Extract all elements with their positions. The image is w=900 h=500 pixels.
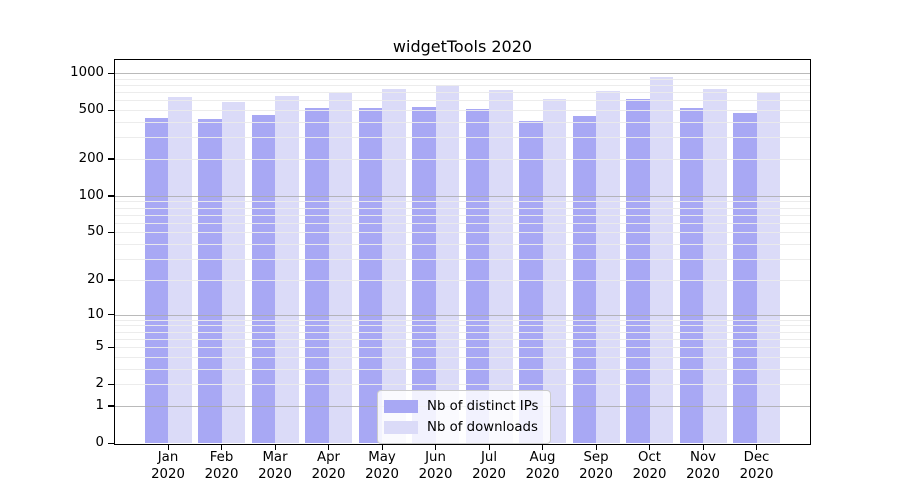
x-tick-label-jun: Jun 2020	[418, 450, 453, 482]
x-tick-label-jan: Jan 2020	[151, 450, 185, 482]
bar-downloads-may	[382, 88, 406, 443]
y-tick-label: 200	[78, 150, 104, 166]
x-tick-label-dec: Dec 2020	[739, 450, 774, 482]
bar-downloads-nov	[703, 88, 727, 443]
bar-downloads-sep	[596, 90, 620, 443]
x-tick-mark	[488, 444, 490, 450]
x-tick-mark	[274, 444, 276, 450]
legend-label-downloads: Nb of downloads	[427, 420, 538, 435]
x-tick-label-jul: Jul 2020	[472, 450, 506, 482]
x-tick-mark	[756, 444, 758, 450]
y-tick-label: 500	[78, 102, 104, 118]
x-tick-label-sep: Sep 2020	[579, 450, 613, 482]
y-tick-mark	[108, 346, 114, 348]
bar-downloads-apr	[328, 93, 352, 443]
x-tick-label-oct: Oct 2020	[632, 450, 667, 482]
y-tick-mark	[108, 442, 114, 444]
x-tick-mark	[381, 444, 383, 450]
y-tick-mark	[108, 231, 114, 234]
bar-distinct-ips-oct	[626, 98, 650, 443]
bar-downloads-jul	[489, 89, 513, 443]
y-tick-label: 100	[78, 187, 104, 203]
x-tick-label-feb: Feb 2020	[204, 450, 239, 482]
x-tick-label-mar: Mar 2020	[258, 450, 292, 482]
plot-area: Nb of distinct IPs Nb of downloads	[114, 59, 811, 445]
bar-distinct-ips-dec	[733, 112, 757, 443]
bar-distinct-ips-aug	[519, 120, 543, 443]
y-tick-mark	[108, 72, 114, 74]
legend-swatch-distinct-ips-icon	[384, 400, 418, 413]
x-tick-mark	[435, 444, 437, 450]
y-tick-label: 1	[95, 397, 104, 413]
bar-distinct-ips-sep	[572, 115, 596, 443]
legend-item-downloads: Nb of downloads	[384, 417, 538, 438]
bars-layer	[115, 60, 810, 444]
bar-downloads-feb	[221, 102, 245, 443]
x-tick-label-nov: Nov 2020	[686, 450, 720, 482]
x-tick-mark	[542, 444, 544, 450]
y-tick-mark	[108, 314, 114, 316]
legend-swatch-downloads-icon	[384, 421, 418, 434]
y-tick-mark	[108, 195, 114, 197]
bar-distinct-ips-may	[358, 108, 382, 443]
bar-downloads-jun	[435, 84, 459, 443]
y-tick-mark	[108, 158, 114, 160]
bar-distinct-ips-mar	[251, 115, 275, 443]
x-tick-label-may: May 2020	[365, 450, 399, 482]
y-tick-label: 1000	[70, 65, 104, 80]
bar-distinct-ips-jun	[412, 107, 436, 443]
x-tick-label-aug: Aug 2020	[525, 450, 560, 482]
legend-label-distinct-ips: Nb of distinct IPs	[427, 399, 539, 414]
x-tick-mark	[702, 444, 704, 450]
x-tick-mark	[328, 444, 330, 450]
bar-downloads-oct	[649, 77, 673, 443]
bar-downloads-dec	[756, 92, 780, 443]
y-tick-label: 2	[95, 376, 104, 392]
bar-distinct-ips-nov	[679, 108, 703, 443]
bar-downloads-mar	[275, 95, 299, 443]
y-tick-label: 10	[87, 306, 104, 322]
y-tick-label: 0	[95, 435, 104, 450]
bar-distinct-ips-jan	[144, 117, 168, 443]
legend-item-distinct-ips: Nb of distinct IPs	[384, 396, 538, 417]
x-tick-mark	[167, 444, 169, 450]
x-tick-mark	[649, 444, 651, 450]
x-tick-mark	[221, 444, 223, 450]
y-tick-mark	[108, 405, 114, 407]
y-tick-mark	[108, 109, 114, 111]
y-tick-mark	[108, 383, 114, 386]
legend: Nb of distinct IPs Nb of downloads	[377, 390, 552, 444]
y-tick-label: 5	[95, 339, 104, 355]
y-tick-label: 20	[87, 271, 104, 287]
y-tick-mark	[108, 279, 114, 281]
x-tick-mark	[595, 444, 597, 450]
bar-downloads-jan	[168, 97, 192, 443]
bar-distinct-ips-apr	[305, 108, 329, 443]
x-tick-label-apr: Apr 2020	[311, 450, 346, 482]
bar-distinct-ips-feb	[198, 118, 222, 443]
y-tick-label: 50	[87, 224, 104, 240]
chart-title: widgetTools 2020	[392, 37, 533, 56]
bar-distinct-ips-jul	[465, 108, 489, 443]
